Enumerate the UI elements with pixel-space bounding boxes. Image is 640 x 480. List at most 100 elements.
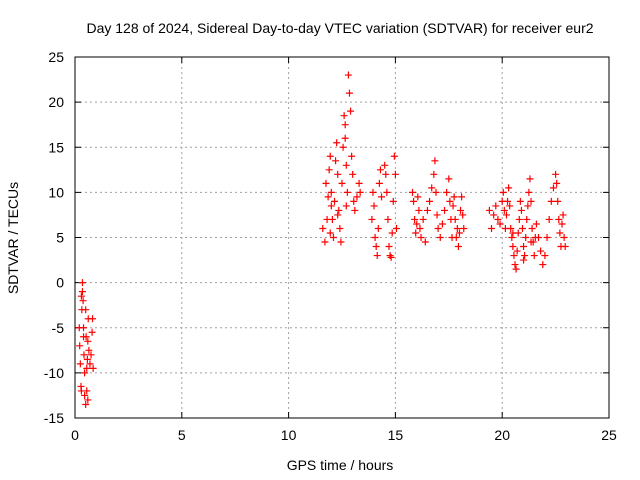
data-point bbox=[88, 328, 96, 336]
data-point bbox=[428, 184, 436, 192]
data-point bbox=[554, 197, 562, 205]
data-point bbox=[86, 360, 94, 368]
data-point bbox=[524, 202, 532, 210]
data-point bbox=[82, 306, 90, 314]
x-axis: 0 5 10 15 20 25 bbox=[71, 427, 617, 443]
y-axis: -15 -10 -5 0 5 10 15 20 25 bbox=[44, 49, 64, 426]
x-tick-label: 20 bbox=[494, 427, 510, 443]
data-point bbox=[443, 188, 451, 196]
data-point bbox=[340, 112, 348, 120]
data-point bbox=[345, 89, 353, 97]
x-axis-label: GPS time / hours bbox=[287, 457, 394, 473]
data-point bbox=[500, 206, 508, 214]
data-point bbox=[78, 288, 86, 296]
data-point bbox=[414, 193, 422, 201]
data-point bbox=[341, 134, 349, 142]
data-point bbox=[344, 71, 352, 79]
data-point bbox=[327, 202, 335, 210]
data-point bbox=[415, 206, 423, 214]
data-point bbox=[343, 188, 351, 196]
data-point bbox=[421, 238, 429, 246]
data-point bbox=[80, 351, 88, 359]
data-point bbox=[530, 252, 538, 260]
data-point bbox=[76, 360, 84, 368]
grid bbox=[75, 57, 609, 418]
data-point bbox=[412, 229, 420, 237]
data-point bbox=[560, 234, 568, 241]
data-point bbox=[552, 170, 560, 178]
data-point bbox=[494, 215, 502, 223]
data-point bbox=[432, 188, 440, 196]
data-point bbox=[319, 224, 327, 232]
data-point bbox=[334, 170, 342, 178]
data-point bbox=[79, 297, 87, 305]
data-point bbox=[391, 170, 399, 178]
data-point bbox=[515, 215, 523, 223]
data-point bbox=[85, 346, 93, 354]
data-point bbox=[342, 161, 350, 169]
data-point bbox=[328, 215, 336, 223]
data-point bbox=[512, 265, 520, 273]
data-point bbox=[372, 243, 380, 251]
data-point bbox=[80, 324, 88, 332]
x-tick-label: 0 bbox=[71, 427, 79, 443]
data-point bbox=[368, 215, 376, 223]
data-point bbox=[338, 179, 346, 187]
data-point bbox=[508, 234, 516, 241]
data-point bbox=[77, 292, 85, 300]
data-point bbox=[527, 197, 535, 205]
data-point bbox=[452, 234, 460, 241]
data-point bbox=[332, 157, 340, 165]
data-point bbox=[433, 211, 441, 219]
data-point bbox=[549, 184, 557, 192]
data-point bbox=[347, 107, 355, 115]
data-point bbox=[543, 234, 551, 241]
data-point bbox=[89, 364, 97, 372]
data-point bbox=[511, 261, 519, 269]
x-tick-label: 25 bbox=[601, 427, 617, 443]
data-point bbox=[327, 188, 335, 196]
data-point bbox=[83, 364, 91, 372]
data-point bbox=[369, 188, 377, 196]
data-point bbox=[532, 220, 540, 228]
data-point bbox=[333, 139, 341, 147]
y-tick-label: 20 bbox=[48, 94, 64, 110]
data-point bbox=[386, 252, 394, 260]
y-tick-label: 10 bbox=[48, 184, 64, 200]
data-point bbox=[337, 238, 345, 246]
data-point bbox=[78, 279, 86, 287]
data-point bbox=[541, 252, 549, 260]
data-point bbox=[351, 206, 359, 214]
data-point bbox=[445, 175, 453, 183]
data-point bbox=[451, 215, 459, 223]
y-tick-label: 25 bbox=[48, 49, 64, 65]
data-point bbox=[83, 355, 91, 363]
data-point bbox=[324, 193, 332, 201]
data-point bbox=[374, 224, 382, 232]
data-point bbox=[89, 315, 97, 323]
data-series-sdtvar bbox=[75, 71, 569, 408]
data-point bbox=[81, 369, 89, 377]
data-point bbox=[526, 175, 534, 183]
data-point bbox=[356, 188, 364, 196]
data-point bbox=[322, 179, 330, 187]
data-point bbox=[326, 152, 334, 160]
data-point bbox=[460, 224, 468, 232]
data-point bbox=[348, 152, 356, 160]
data-point bbox=[490, 211, 498, 219]
data-point bbox=[547, 197, 555, 205]
data-point bbox=[509, 243, 517, 251]
x-tick-label: 15 bbox=[388, 427, 404, 443]
data-point bbox=[84, 337, 92, 345]
data-point bbox=[376, 166, 384, 174]
y-tick-label: -10 bbox=[44, 365, 64, 381]
data-point bbox=[408, 188, 416, 196]
data-point bbox=[326, 229, 334, 237]
data-point bbox=[329, 234, 337, 241]
data-point bbox=[382, 170, 390, 178]
data-point bbox=[413, 220, 421, 228]
data-point bbox=[502, 211, 510, 219]
data-point bbox=[321, 238, 329, 246]
data-point bbox=[522, 234, 530, 241]
